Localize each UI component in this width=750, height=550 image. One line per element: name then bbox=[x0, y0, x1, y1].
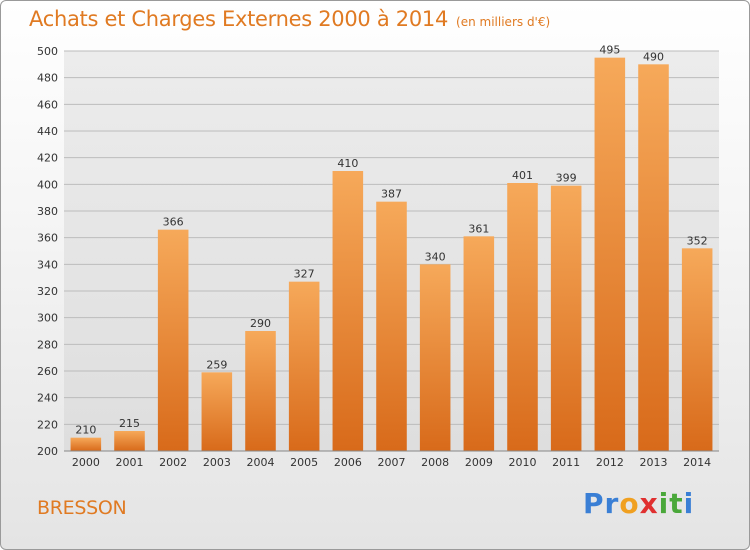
plot-area: 200 220 240 260 280 300 320 340 360 380 400 420 440 4… bbox=[37, 44, 719, 469]
bar bbox=[376, 201, 407, 451]
y-tick-label: 200 bbox=[37, 445, 58, 458]
y-tick-label: 440 bbox=[37, 125, 58, 138]
bar bbox=[638, 64, 669, 452]
y-tick-label: 340 bbox=[37, 258, 58, 271]
bar bbox=[419, 264, 451, 451]
logo-letter: x bbox=[639, 487, 659, 520]
logo-letter: o bbox=[619, 487, 640, 520]
logo-letter: P bbox=[583, 487, 605, 520]
x-tick-label: 2003 bbox=[203, 456, 231, 469]
data-label: 366 bbox=[163, 216, 184, 229]
x-tick-label: 2013 bbox=[640, 456, 668, 469]
x-tick-label: 2005 bbox=[290, 456, 318, 469]
data-label: 495 bbox=[599, 44, 620, 57]
bar bbox=[245, 331, 276, 451]
logo-letter: r bbox=[604, 487, 620, 520]
y-tick-label: 260 bbox=[37, 365, 58, 378]
x-tick-label: 2011 bbox=[552, 456, 580, 469]
subtitle-text: (en milliers d'€) bbox=[456, 15, 551, 29]
logo-letter: i bbox=[683, 487, 695, 520]
bar bbox=[463, 236, 495, 451]
data-label: 327 bbox=[294, 268, 315, 281]
title-text: Achats et Charges Externes 2000 à 2014 bbox=[29, 7, 449, 31]
x-tick-label: 2014 bbox=[683, 456, 711, 469]
y-tick-label: 420 bbox=[37, 152, 58, 165]
data-label: 259 bbox=[206, 358, 227, 371]
bar bbox=[550, 185, 582, 451]
data-label: 210 bbox=[75, 424, 96, 437]
data-label: 340 bbox=[425, 250, 446, 263]
data-label: 490 bbox=[643, 50, 664, 63]
y-tick-label: 460 bbox=[37, 98, 58, 111]
x-tick-label: 2012 bbox=[596, 456, 624, 469]
y-tick-label: 480 bbox=[37, 72, 58, 85]
x-tick-label: 2002 bbox=[159, 456, 187, 469]
bar bbox=[70, 437, 102, 451]
logo-letter: t bbox=[669, 487, 684, 520]
y-tick-label: 380 bbox=[37, 205, 58, 218]
proxiti-logo: Proxiti bbox=[583, 487, 694, 520]
y-tick-label: 500 bbox=[37, 45, 58, 58]
chart-title: Achats et Charges Externes 2000 à 2014 (e… bbox=[29, 7, 550, 31]
x-tick-label: 2006 bbox=[334, 456, 362, 469]
x-tick-label: 2009 bbox=[465, 456, 493, 469]
data-label: 290 bbox=[250, 317, 271, 330]
data-label: 399 bbox=[556, 172, 577, 185]
bar bbox=[114, 431, 145, 451]
x-tick-label: 2008 bbox=[421, 456, 449, 469]
bar bbox=[681, 248, 713, 451]
y-tick-label: 220 bbox=[37, 418, 58, 431]
bar bbox=[507, 183, 538, 451]
y-tick-label: 280 bbox=[37, 338, 58, 351]
data-label: 410 bbox=[337, 157, 358, 170]
bar bbox=[288, 281, 320, 451]
data-label: 387 bbox=[381, 188, 402, 201]
x-tick-label: 2010 bbox=[509, 456, 537, 469]
data-label: 401 bbox=[512, 169, 533, 182]
y-tick-label: 240 bbox=[37, 392, 58, 405]
y-tick-label: 360 bbox=[37, 232, 58, 245]
data-label: 215 bbox=[119, 417, 140, 430]
y-tick-label: 320 bbox=[37, 285, 58, 298]
x-tick-label: 2007 bbox=[378, 456, 406, 469]
bar bbox=[332, 171, 364, 451]
data-label: 361 bbox=[468, 222, 489, 235]
y-tick-label: 400 bbox=[37, 178, 58, 191]
bar bbox=[201, 372, 233, 451]
data-label: 352 bbox=[687, 234, 708, 247]
y-tick-label: 300 bbox=[37, 312, 58, 325]
logo-letter: i bbox=[658, 487, 670, 520]
x-tick-label: 2000 bbox=[72, 456, 100, 469]
bar bbox=[594, 57, 626, 452]
x-tick-label: 2004 bbox=[247, 456, 275, 469]
commune-name: BRESSON bbox=[37, 497, 127, 519]
x-tick-label: 2001 bbox=[116, 456, 144, 469]
bar bbox=[157, 229, 189, 451]
